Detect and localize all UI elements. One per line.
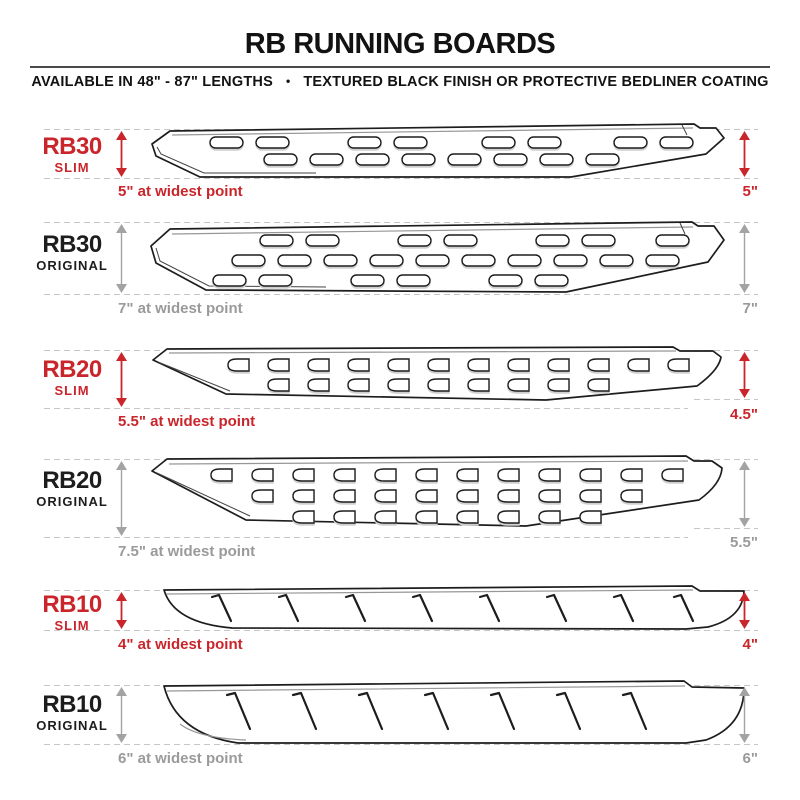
left-measure-text: 5.5" at widest point [118, 413, 256, 430]
model-name: RB20 [42, 356, 102, 383]
left-measure-arrow [116, 461, 127, 536]
right-measure-arrow [739, 352, 750, 398]
rb30-slim-board-drawing [151, 123, 725, 178]
right-measure-arrow [739, 687, 750, 743]
left-measure-arrow [116, 352, 127, 407]
page-title: RB RUNNING BOARDS [244, 28, 556, 60]
model-name: RB30 [42, 133, 102, 160]
variant-name: ORIGINAL [36, 494, 108, 509]
model-name: RB10 [42, 591, 102, 618]
subtitle-lengths: AVAILABLE IN 48" - 87" LENGTHS [31, 74, 273, 90]
variant-name: SLIM [54, 618, 90, 633]
subtitle: AVAILABLE IN 48" - 87" LENGTHS • TEXTURED … [0, 74, 800, 90]
right-measure-arrow [739, 592, 750, 629]
left-measure-text: 5" at widest point [118, 183, 243, 200]
model-name: RB30 [42, 231, 102, 258]
right-measure-arrow [739, 131, 750, 177]
dashed-guide-line [44, 630, 758, 631]
rb20-slim-board-drawing [152, 346, 722, 401]
variant-name: ORIGINAL [36, 258, 108, 273]
subtitle-finish: TEXTURED BLACK FINISH OR PROTECTIVE BEDL… [303, 74, 769, 90]
model-name: RB20 [42, 467, 102, 494]
label-rb30-slim: RB30 SLIM [16, 134, 128, 175]
right-measure-text: 4" [742, 636, 758, 653]
left-measure-text: 6" at widest point [118, 750, 243, 767]
title-divider [30, 66, 770, 68]
left-measure-arrow [116, 131, 127, 177]
right-measure-arrow [739, 224, 750, 293]
dashed-guide-line [44, 408, 688, 409]
label-rb10-original: RB10 ORIGINAL [16, 692, 128, 733]
label-rb20-slim: RB20 SLIM [16, 357, 128, 398]
left-measure-arrow [116, 687, 127, 743]
label-rb30-original: RB30 ORIGINAL [16, 232, 128, 273]
model-name: RB10 [42, 691, 102, 718]
dashed-guide-line [44, 222, 758, 223]
right-measure-text: 6" [742, 750, 758, 767]
rb20-original-board-drawing [151, 455, 723, 527]
rb10-slim-board-drawing [163, 585, 745, 630]
right-measure-text: 5.5" [730, 534, 758, 551]
left-measure-text: 4" at widest point [118, 636, 243, 653]
dashed-guide-line-right [694, 399, 758, 400]
dashed-guide-line-right [694, 528, 758, 529]
dashed-guide-line [44, 744, 758, 745]
variant-name: SLIM [54, 383, 90, 398]
left-measure-arrow [116, 592, 127, 629]
right-measure-text: 5" [742, 183, 758, 200]
left-measure-text: 7" at widest point [118, 300, 243, 317]
right-measure-text: 4.5" [730, 406, 758, 423]
variant-name: ORIGINAL [36, 718, 108, 733]
rb10-original-board-drawing [163, 680, 745, 744]
left-measure-arrow [116, 224, 127, 293]
label-rb20-original: RB20 ORIGINAL [16, 468, 128, 509]
left-measure-text: 7.5" at widest point [118, 543, 256, 560]
label-rb10-slim: RB10 SLIM [16, 592, 128, 633]
right-measure-text: 7" [742, 300, 758, 317]
bullet-separator: • [285, 74, 291, 88]
dashed-guide-line [44, 294, 758, 295]
dashed-guide-line [44, 178, 758, 179]
rb30-original-board-drawing [150, 221, 725, 293]
right-measure-arrow [739, 461, 750, 527]
dashed-guide-line [44, 537, 688, 538]
variant-name: SLIM [54, 160, 90, 175]
